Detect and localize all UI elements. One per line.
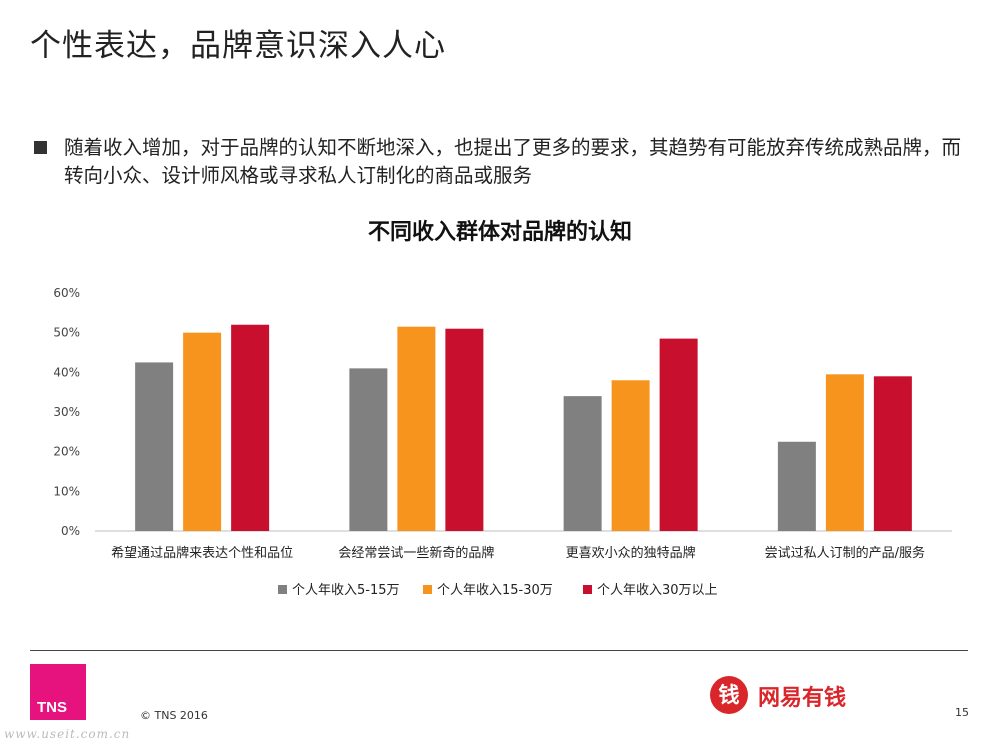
bar-3-2	[445, 328, 484, 531]
x-category-label: 会经常尝试一些新奇的品牌	[338, 545, 494, 561]
y-tick-label: 30%	[53, 405, 80, 419]
bullet-text: 随着收入增加，对于品牌的认知不断地深入，也提出了更多的要求，其趋势有可能放弃传统…	[64, 136, 962, 187]
legend-swatch-3	[583, 585, 592, 594]
legend-label-3: 个人年收入30万以上	[597, 583, 718, 598]
bar-2-1	[183, 332, 222, 531]
chart-title: 不同收入群体对品牌的认知	[367, 220, 632, 245]
y-tick-label: 40%	[53, 365, 80, 379]
bar-chart: 0% 10% 20% 30% 40% 50% 60% 希望通过品牌来表达个性和品位 会经常尝试一…	[53, 286, 952, 598]
x-category-label: 希望通过品牌来表达个性和品位	[111, 545, 293, 561]
y-tick-label: 20%	[53, 445, 80, 459]
bar-2-4	[825, 374, 864, 531]
bar-1-1	[135, 362, 174, 531]
bar-1-2	[349, 368, 388, 531]
footer-divider	[30, 650, 968, 651]
x-category-label: 尝试过私人订制的产品/服务	[765, 545, 925, 561]
bar-2-3	[611, 380, 650, 531]
legend-swatch-2	[423, 585, 432, 594]
bar-3-4	[873, 376, 912, 531]
copyright-text: © TNS 2016	[140, 709, 208, 722]
bar-1-3	[563, 396, 602, 531]
bar-3-1	[231, 324, 270, 531]
y-tick-label: 50%	[53, 326, 80, 340]
y-tick-label: 60%	[53, 286, 80, 300]
tns-logo: TNS	[30, 664, 86, 720]
legend-label-2: 个人年收入15-30万	[437, 583, 553, 598]
x-category-label: 更喜欢小众的独特品牌	[566, 545, 696, 561]
bullet-square-icon	[34, 141, 47, 154]
bar-3-3	[659, 338, 698, 531]
legend-label-1: 个人年收入5-15万	[292, 583, 400, 598]
page-title: 个性表达，品牌意识深入人心	[30, 28, 446, 64]
bar-1-4	[777, 441, 816, 531]
brand-name: 网易有钱	[758, 686, 847, 711]
y-tick-label: 0%	[61, 524, 80, 538]
legend-swatch-1	[278, 585, 287, 594]
tns-logo-text: TNS	[37, 699, 67, 716]
page-number: 15	[955, 706, 969, 719]
bar-2-2	[397, 326, 436, 531]
brand-coin-icon: 钱	[710, 676, 748, 714]
bullet-point: 随着收入增加，对于品牌的认知不断地深入，也提出了更多的要求，其趋势有可能放弃传统…	[28, 134, 963, 190]
y-tick-label: 10%	[53, 484, 80, 498]
watermark: www.useit.com.cn	[4, 727, 131, 741]
